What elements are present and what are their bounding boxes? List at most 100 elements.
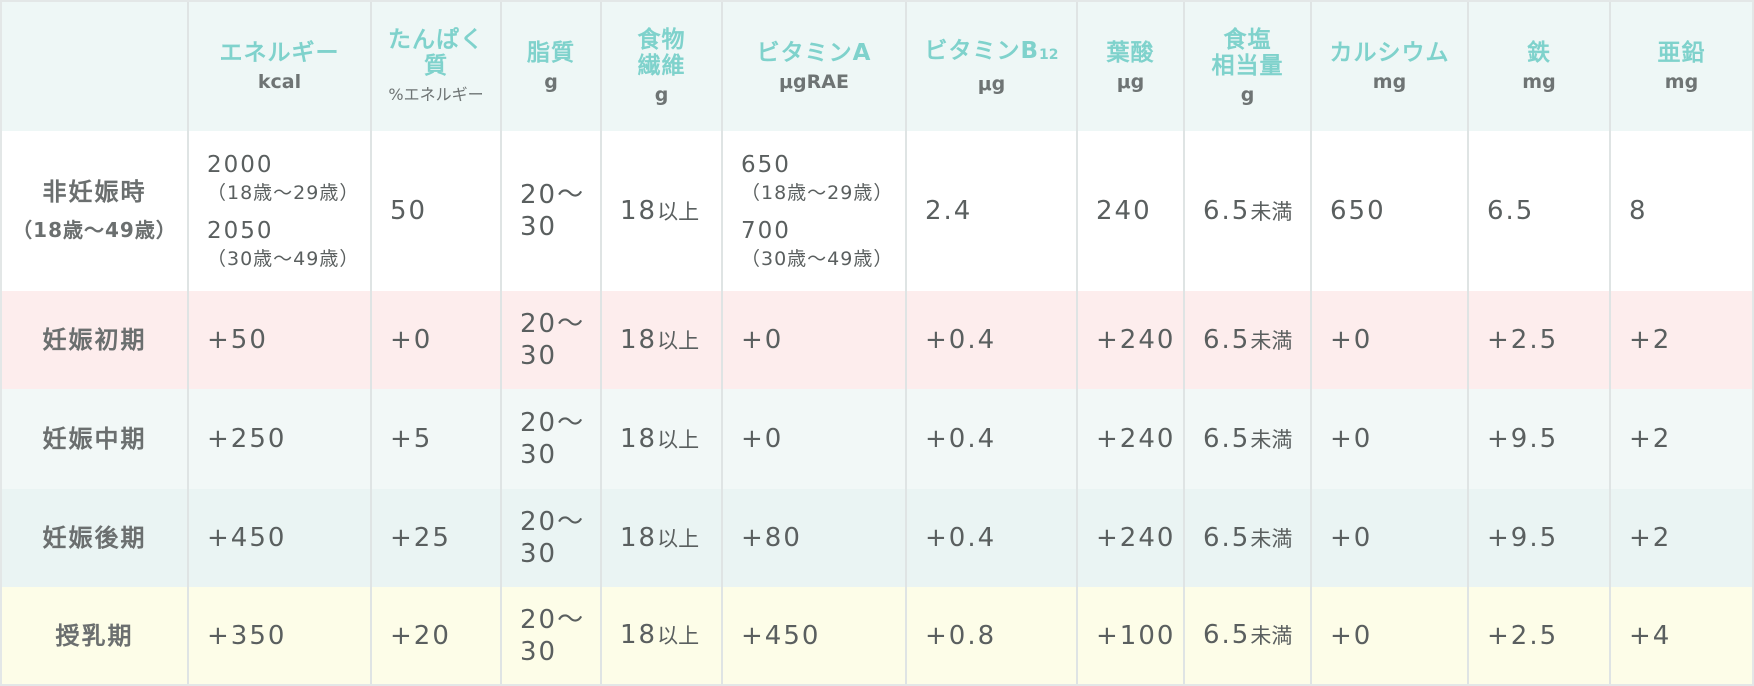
cell-vitamin-b12: +0.8 (905, 587, 1077, 684)
cell-salt: 6.5未満 (1183, 389, 1311, 489)
cell-salt: 6.5未満 (1183, 291, 1311, 389)
cell-folate: +100 (1076, 587, 1184, 684)
cell-energy: +50 (187, 291, 371, 389)
header-row: エネルギー kcal たんぱく 質 %エネルギー 脂質 g 食物 繊維 g ビタ… (2, 2, 1752, 131)
salt-suffix: 未満 (1250, 624, 1293, 648)
fiber-value: 18 (620, 324, 658, 355)
row-label: 妊娠後期 (42, 524, 147, 552)
fat-value-line1: 20〜 (520, 604, 586, 635)
fat-value-line2: 30 (520, 212, 558, 242)
row-label-cell: 妊娠後期 (2, 489, 188, 587)
cell-zinc: 8 (1609, 131, 1752, 291)
cell-zinc: +2 (1609, 291, 1752, 389)
salt-suffix: 未満 (1250, 526, 1293, 551)
header-calcium: カルシウム mg (1310, 2, 1468, 131)
vitamin-a-value-1: 650 (741, 152, 791, 178)
cell-protein: 50 (370, 131, 501, 291)
fat-value-line2: 30 (520, 539, 558, 569)
row-sublabel: （18歳〜49歳） (12, 218, 177, 242)
fat-value-line1: 20〜 (520, 309, 586, 339)
salt-suffix: 未満 (1250, 427, 1293, 452)
cell-fat: 20〜 30 (500, 587, 601, 684)
header-protein: たんぱく 質 %エネルギー (370, 2, 501, 131)
cell-salt: 6.5未満 (1183, 587, 1311, 684)
header-vitamin-b12-label-sub: 12 (1039, 46, 1059, 63)
cell-energy: +250 (187, 389, 371, 489)
vitamin-a-value-2: 700 (741, 218, 791, 244)
cell-calcium: +0 (1310, 389, 1468, 489)
cell-fiber: 18以上 (600, 131, 722, 291)
header-salt-label-line2: 相当量 (1211, 52, 1284, 79)
cell-calcium: +0 (1310, 587, 1468, 684)
row-label: 妊娠中期 (42, 425, 147, 453)
cell-fiber: 18以上 (600, 489, 722, 587)
fat-value-line2: 30 (520, 636, 558, 667)
row-label-cell: 妊娠初期 (2, 291, 188, 389)
cell-vitamin-a: +80 (721, 489, 906, 587)
cell-protein: +25 (370, 489, 501, 587)
cell-vitamin-a: +450 (721, 587, 906, 684)
fat-value-line1: 20〜 (520, 507, 586, 537)
row-label-cell: 非妊娠時 （18歳〜49歳） (2, 131, 188, 291)
header-iron-unit: mg (1522, 70, 1556, 93)
energy-value-1: 2000 (207, 152, 274, 178)
header-iron-label: 鉄 (1527, 39, 1551, 66)
cell-calcium: 650 (1310, 131, 1468, 291)
header-calcium-label: カルシウム (1329, 39, 1450, 66)
cell-calcium: +0 (1310, 489, 1468, 587)
cell-fiber: 18以上 (600, 389, 722, 489)
header-zinc: 亜鉛 mg (1609, 2, 1752, 131)
fiber-value: 18 (620, 620, 658, 650)
salt-value: 6.5 (1203, 423, 1251, 454)
header-vitamin-a: ビタミンA μgRAE (721, 2, 906, 131)
cell-fat: 20〜 30 (500, 489, 601, 587)
header-fat: 脂質 g (500, 2, 601, 131)
cell-fat: 20〜 30 (500, 389, 601, 489)
cell-iron: +9.5 (1467, 489, 1610, 587)
row-label: 授乳期 (55, 621, 134, 650)
fiber-value: 18 (620, 195, 658, 226)
header-vitamin-b12-label: ビタミンB12 (908, 37, 1076, 68)
salt-value: 6.5 (1203, 522, 1251, 553)
header-corner (2, 2, 188, 131)
fiber-suffix: 以上 (657, 526, 700, 551)
fat-value-line2: 30 (520, 341, 558, 371)
header-salt-unit: g (1240, 83, 1255, 106)
cell-folate: +240 (1076, 389, 1184, 489)
cell-fiber: 18以上 (600, 291, 722, 389)
fiber-suffix: 以上 (657, 427, 700, 452)
cell-zinc: +2 (1609, 389, 1752, 489)
header-energy-unit: kcal (257, 70, 302, 93)
salt-suffix: 未満 (1250, 328, 1293, 353)
cell-vitamin-b12: +0.4 (905, 291, 1077, 389)
cell-iron: +2.5 (1467, 291, 1610, 389)
header-iron: 鉄 mg (1467, 2, 1610, 131)
header-vitamin-b12-unit: μg (977, 72, 1006, 95)
header-protein-label-line1: たんぱく (388, 26, 484, 53)
table-row-late-pregnancy: 妊娠後期 +450 +25 20〜 30 18以上 +80 +0.4 +240 6… (2, 489, 1752, 587)
cell-vitamin-a: +0 (721, 291, 906, 389)
header-zinc-label: 亜鉛 (1657, 39, 1706, 66)
energy-note-2: （30歳〜49歳） (207, 248, 360, 270)
cell-vitamin-b12: +0.4 (905, 489, 1077, 587)
header-vitamin-b12: ビタミンB12 μg (905, 2, 1077, 131)
header-folate: 葉酸 μg (1076, 2, 1184, 131)
cell-energy: +350 (187, 587, 371, 684)
table-row-non-pregnant: 非妊娠時 （18歳〜49歳） 2000 （18歳〜29歳） 2050 （30歳〜… (2, 131, 1752, 291)
header-vitamin-a-unit: μgRAE (779, 70, 849, 93)
fiber-suffix: 以上 (657, 199, 700, 224)
fiber-suffix: 以上 (657, 328, 700, 353)
header-vitamin-b12-label-main: ビタミンB (924, 37, 1040, 64)
header-zinc-unit: mg (1664, 70, 1699, 93)
cell-energy: +450 (187, 489, 371, 587)
header-energy: エネルギー kcal (187, 2, 371, 131)
header-salt-label-line1: 食塩 (1223, 26, 1272, 53)
salt-value: 6.5 (1203, 324, 1251, 355)
fat-value-line2: 30 (520, 440, 558, 470)
cell-folate: +240 (1076, 291, 1184, 389)
cell-vitamin-b12: +0.4 (905, 389, 1077, 489)
fiber-value: 18 (620, 522, 658, 553)
table-row-mid-pregnancy: 妊娠中期 +250 +5 20〜 30 18以上 +0 +0.4 +240 6.5… (2, 389, 1752, 489)
cell-vitamin-a: 650 （18歳〜29歳） 700 （30歳〜49歳） (721, 131, 906, 291)
